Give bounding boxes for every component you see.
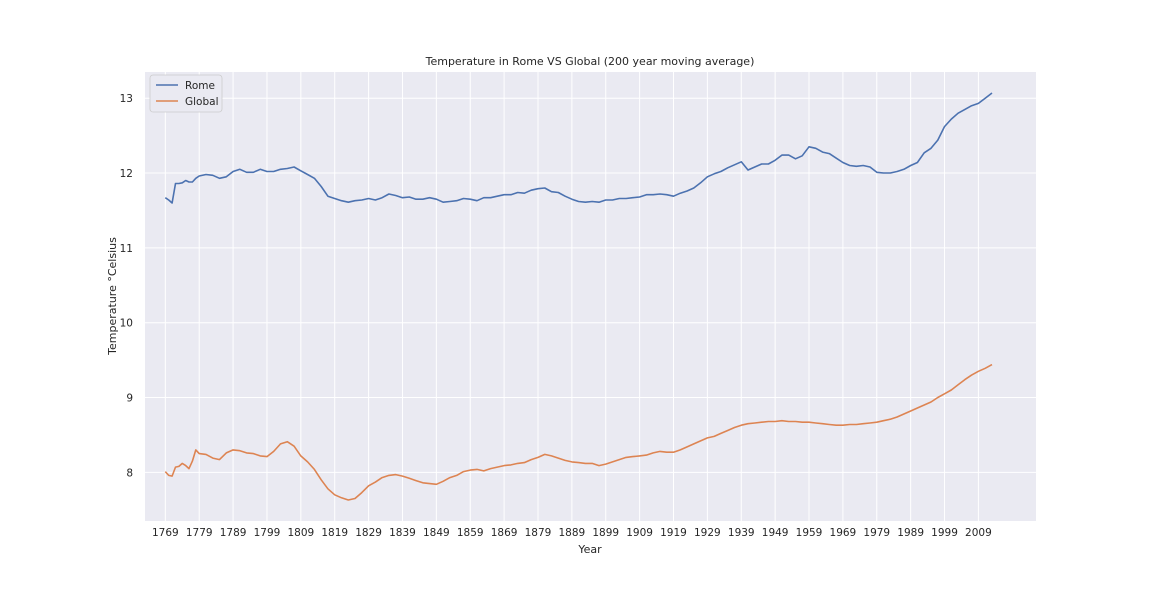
x-tick-label: 1929 [694, 527, 721, 539]
legend-label-rome: Rome [185, 80, 215, 92]
x-tick-label: 1809 [287, 527, 314, 539]
x-tick-label: 1859 [457, 527, 484, 539]
x-tick-label: 1969 [830, 527, 857, 539]
x-tick-label: 1869 [491, 527, 518, 539]
x-tick-label: 1939 [728, 527, 755, 539]
x-axis-ticks: 1769 1779 1789 1799 1809 1819 1829 1839 1849 1859… [152, 527, 992, 539]
legend-label-global: Global [185, 96, 219, 108]
plot-background [145, 72, 1036, 521]
y-tick-label: 12 [120, 168, 133, 180]
x-tick-label: 1799 [254, 527, 281, 539]
grid-lines [145, 72, 1036, 521]
y-tick-label: 9 [126, 393, 133, 405]
series-lines [164, 92, 993, 501]
x-tick-label: 1839 [389, 527, 416, 539]
y-tick-label: 10 [120, 318, 133, 330]
x-tick-label: 1779 [186, 527, 213, 539]
y-tick-label: 13 [120, 93, 133, 105]
chart-title: Temperature in Rome VS Global (200 year … [425, 55, 755, 68]
series-line-global [164, 363, 993, 501]
x-tick-label: 1879 [525, 527, 552, 539]
x-tick-label: 1919 [660, 527, 687, 539]
x-tick-label: 1849 [423, 527, 450, 539]
x-tick-label: 1999 [931, 527, 958, 539]
x-tick-label: 1949 [762, 527, 789, 539]
x-tick-label: 1819 [321, 527, 348, 539]
x-tick-label: 1829 [355, 527, 382, 539]
y-axis-label: Temperature °Celsius [106, 237, 119, 356]
x-tick-label: 1789 [220, 527, 247, 539]
y-axis-ticks: 8 9 10 11 12 13 [120, 93, 133, 479]
x-tick-label: 1909 [626, 527, 653, 539]
x-tick-label: 1769 [152, 527, 179, 539]
x-axis-label: Year [577, 543, 602, 556]
legend: Rome Global [149, 74, 223, 113]
x-tick-label: 2009 [965, 527, 992, 539]
y-tick-label: 8 [126, 467, 133, 479]
x-tick-label: 1899 [592, 527, 619, 539]
y-tick-label: 11 [120, 243, 133, 255]
series-line-rome [164, 92, 993, 204]
x-tick-label: 1979 [863, 527, 890, 539]
x-tick-label: 1959 [796, 527, 823, 539]
x-tick-label: 1989 [897, 527, 924, 539]
x-tick-label: 1889 [558, 527, 585, 539]
